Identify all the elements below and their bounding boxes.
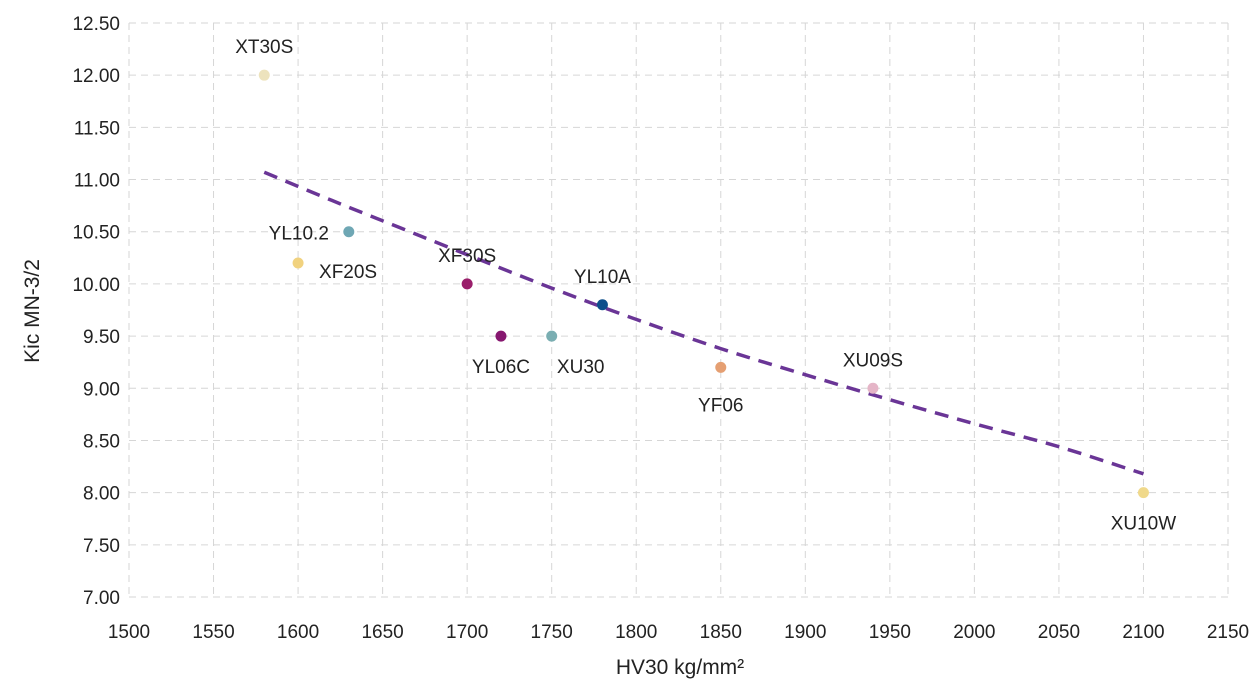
data-point — [461, 278, 473, 290]
y-tick-label: 9.00 — [83, 379, 120, 400]
point-labels: XT30S YL10.2 XF20S XF30S YL06C XU30 YL10A YF06 X… — [235, 37, 1176, 534]
x-tick-label: 2100 — [1122, 622, 1164, 643]
x-axis-ticks: 1500 1550 1600 1650 1700 1750 1800 1850 1900 1950… — [108, 622, 1249, 643]
data-point — [1137, 487, 1149, 499]
y-tick-label: 10.00 — [72, 275, 120, 296]
y-tick-label: 11.50 — [74, 118, 120, 139]
data-points — [258, 69, 1149, 499]
data-point-label: YL06C — [472, 357, 530, 378]
y-tick-label: 12.50 — [72, 14, 120, 35]
x-tick-label: 1700 — [446, 622, 488, 643]
x-tick-label: 1950 — [869, 622, 911, 643]
x-tick-label: 1750 — [531, 622, 573, 643]
y-tick-label: 8.50 — [83, 431, 120, 452]
data-point — [258, 69, 270, 81]
y-tick-label: 7.50 — [83, 536, 120, 557]
y-axis-ticks: 7.00 7.50 8.00 8.50 9.00 9.50 10.00 10.50 11.00 1… — [72, 14, 120, 609]
data-point-label: XT30S — [235, 37, 293, 58]
data-point-label: XU10W — [1111, 514, 1177, 535]
x-tick-label: 1900 — [784, 622, 826, 643]
y-tick-label: 10.50 — [72, 223, 120, 244]
data-point-label: YF06 — [698, 395, 743, 416]
x-tick-label: 1550 — [192, 622, 234, 643]
data-point-label: XU30 — [557, 357, 605, 378]
data-point — [867, 382, 879, 394]
data-point — [343, 226, 355, 238]
data-point — [495, 330, 507, 342]
y-tick-label: 11.00 — [74, 171, 120, 192]
y-tick-label: 12.00 — [72, 66, 120, 87]
x-tick-label: 1800 — [615, 622, 657, 643]
x-tick-label: 2000 — [953, 622, 995, 643]
trendline — [263, 170, 1144, 476]
x-tick-label: 2050 — [1038, 622, 1080, 643]
data-point — [546, 330, 558, 342]
y-tick-label: 9.50 — [83, 327, 120, 348]
data-point-label: YL10.2 — [269, 224, 329, 245]
x-tick-label: 1600 — [277, 622, 319, 643]
data-point-label: XF30S — [438, 246, 496, 267]
data-point — [292, 257, 304, 269]
data-point-label: YL10A — [574, 267, 631, 288]
y-axis-title: Kic MN-3/2 — [21, 259, 44, 363]
gridlines — [128, 22, 1229, 598]
y-tick-label: 8.00 — [83, 484, 120, 505]
x-axis-title: HV30 kg/mm² — [616, 656, 744, 679]
x-tick-label: 2150 — [1207, 622, 1249, 643]
data-point-label: XF20S — [319, 262, 377, 283]
x-tick-label: 1850 — [700, 622, 742, 643]
y-tick-label: 7.00 — [83, 588, 120, 609]
data-point-label: XU09S — [843, 350, 903, 371]
x-tick-label: 1500 — [108, 622, 150, 643]
x-tick-label: 1650 — [361, 622, 403, 643]
data-point — [596, 299, 608, 311]
data-point — [715, 361, 727, 373]
